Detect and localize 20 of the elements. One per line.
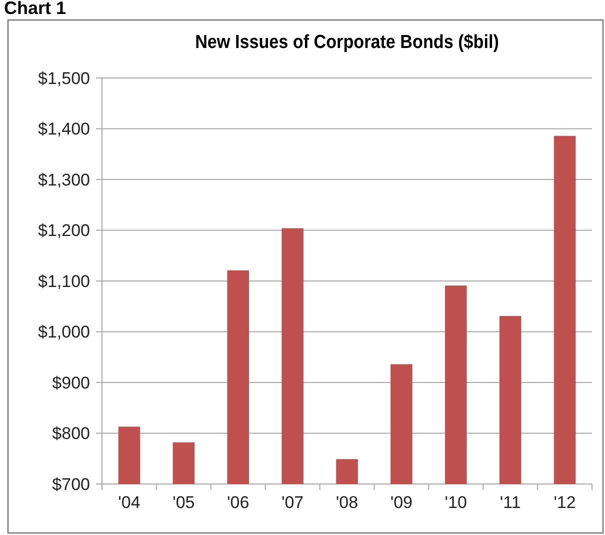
y-tick-label: $1,400 — [38, 120, 90, 139]
x-tick-label: '11 — [500, 493, 521, 512]
y-tick-label: $700 — [52, 474, 90, 494]
y-tick-label: $900 — [52, 373, 90, 392]
y-tick-label: $1,500 — [38, 68, 90, 88]
y-tick-label: $1,300 — [38, 170, 90, 190]
x-tick-label: '12 — [554, 493, 576, 512]
y-tick-label: $1,100 — [38, 272, 90, 291]
x-tick-label: '04 — [118, 493, 140, 512]
y-tick-label: $800 — [52, 424, 90, 444]
x-tick-label: '08 — [336, 493, 358, 512]
x-tick-label: '07 — [281, 493, 304, 512]
x-tick-label: '05 — [172, 493, 195, 512]
x-tick-label: '06 — [227, 493, 250, 512]
x-tick-label: '10 — [444, 493, 467, 512]
x-tick-label: '09 — [390, 493, 413, 512]
chart-title: New Issues of Corporate Bonds ($bil) — [195, 31, 499, 52]
y-tick-label: $1,000 — [38, 322, 90, 342]
y-tick-label: $1,200 — [38, 221, 90, 240]
caption: Chart 1 — [4, 0, 66, 18]
